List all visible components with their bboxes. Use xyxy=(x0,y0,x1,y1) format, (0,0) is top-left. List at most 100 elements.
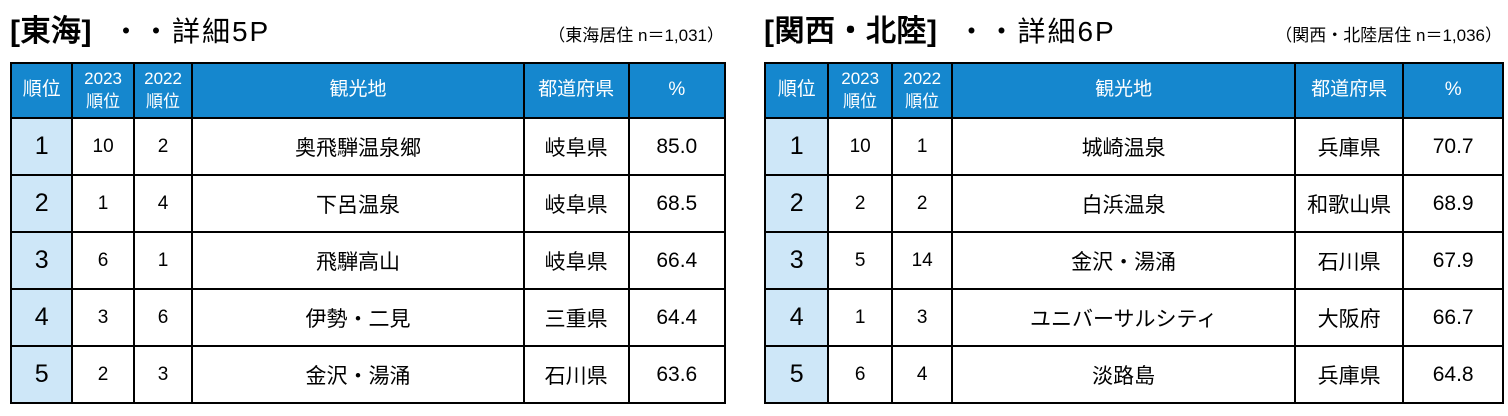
sample-size-note: （関西・北陸居住 n＝1,036） xyxy=(1275,26,1502,45)
table-row: 4 1 3 ユニバーサルシティ 大阪府 66.7 xyxy=(763,288,1504,347)
table-row: 2 2 2 白浜温泉 和歌山県 68.9 xyxy=(763,174,1504,233)
prefecture-cell: 岐阜県 xyxy=(522,117,630,176)
table-row: 5 6 4 淡路島 兵庫県 64.8 xyxy=(763,345,1504,404)
header-rank: 順位 xyxy=(763,62,830,119)
panel-title-row: [関西・北陸] ・・詳細6P （関西・北陸居住 n＝1,036） xyxy=(764,6,1504,52)
table-row: 1 10 2 奥飛騨温泉郷 岐阜県 85.0 xyxy=(9,117,727,176)
rank-cell: 2 xyxy=(763,174,830,233)
rank-2023-cell: 2 xyxy=(71,345,135,404)
rank-cell: 1 xyxy=(763,117,830,176)
rank-2023-cell: 6 xyxy=(71,231,135,290)
rank-2023-cell: 1 xyxy=(827,288,893,347)
rank-2023-cell: 5 xyxy=(827,231,893,290)
header-percent: % xyxy=(1402,62,1504,119)
percent-cell: 66.4 xyxy=(627,231,727,290)
rank-2023-cell: 6 xyxy=(827,345,893,404)
header-rank: 順位 xyxy=(9,62,74,119)
spot-cell: 飛騨高山 xyxy=(191,231,525,290)
rank-2023-cell: 10 xyxy=(71,117,135,176)
spot-cell: 淡路島 xyxy=(951,345,1296,404)
prefecture-cell: 石川県 xyxy=(1293,231,1405,290)
rank-2022-cell: 14 xyxy=(890,231,954,290)
rank-2023-cell: 2 xyxy=(827,174,893,233)
header-spot: 観光地 xyxy=(191,62,525,119)
percent-cell: 85.0 xyxy=(627,117,727,176)
prefecture-cell: 石川県 xyxy=(522,345,630,404)
header-rank-2023-year: 2023 xyxy=(841,68,880,88)
rank-2022-cell: 3 xyxy=(890,288,954,347)
header-rank-2022: 2022 順位 xyxy=(890,62,954,119)
rank-2022-cell: 2 xyxy=(132,117,194,176)
percent-cell: 64.8 xyxy=(1402,345,1504,404)
spot-cell: 白浜温泉 xyxy=(951,174,1296,233)
header-row: 順位 2023 順位 2022 順位 観光地 都道府県 % xyxy=(763,62,1504,119)
header-prefecture: 都道府県 xyxy=(1293,62,1405,119)
panel-kansai-hokuriku: [関西・北陸] ・・詳細6P （関西・北陸居住 n＝1,036） 順位 2023… xyxy=(763,6,1504,404)
header-rank-2023-label: 順位 xyxy=(843,91,878,111)
prefecture-cell: 兵庫県 xyxy=(1293,117,1405,176)
header-percent: % xyxy=(627,62,727,119)
prefecture-cell: 兵庫県 xyxy=(1293,345,1405,404)
table-row: 3 5 14 金沢・湯涌 石川県 67.9 xyxy=(763,231,1504,290)
rank-cell: 4 xyxy=(9,288,74,347)
table-row: 4 3 6 伊勢・二見 三重県 64.4 xyxy=(9,288,727,347)
rank-cell: 1 xyxy=(9,117,74,176)
header-spot: 観光地 xyxy=(951,62,1296,119)
percent-cell: 64.4 xyxy=(627,288,727,347)
table-row: 5 2 3 金沢・湯涌 石川県 63.6 xyxy=(9,345,727,404)
prefecture-cell: 和歌山県 xyxy=(1293,174,1405,233)
rank-2023-cell: 10 xyxy=(827,117,893,176)
percent-cell: 68.5 xyxy=(627,174,727,233)
header-row: 順位 2023 順位 2022 順位 観光地 都道府県 % xyxy=(9,62,727,119)
rank-cell: 3 xyxy=(9,231,74,290)
header-rank-2023: 2023 順位 xyxy=(71,62,135,119)
spot-cell: 金沢・湯涌 xyxy=(191,345,525,404)
spot-cell: 城崎温泉 xyxy=(951,117,1296,176)
ranking-table-tokai: 順位 2023 順位 2022 順位 観光地 都道府県 % 1 10 2 奥飛騨… xyxy=(9,62,727,404)
rank-2023-cell: 1 xyxy=(71,174,135,233)
panel-title-row: [東海] ・・詳細5P （東海居住 n＝1,031） xyxy=(10,6,726,52)
rank-cell: 5 xyxy=(9,345,74,404)
rank-2022-cell: 2 xyxy=(890,174,954,233)
prefecture-cell: 三重県 xyxy=(522,288,630,347)
percent-cell: 68.9 xyxy=(1402,174,1504,233)
region-title: [関西・北陸] xyxy=(764,15,938,48)
header-rank-2022: 2022 順位 xyxy=(132,62,194,119)
rank-2023-cell: 3 xyxy=(71,288,135,347)
sample-size-note: （東海居住 n＝1,031） xyxy=(548,26,724,45)
percent-cell: 66.7 xyxy=(1402,288,1504,347)
rank-2022-cell: 1 xyxy=(890,117,954,176)
prefecture-cell: 岐阜県 xyxy=(522,174,630,233)
spot-cell: 伊勢・二見 xyxy=(191,288,525,347)
rank-2022-cell: 4 xyxy=(132,174,194,233)
rank-2022-cell: 1 xyxy=(132,231,194,290)
panel-tokai: [東海] ・・詳細5P （東海居住 n＝1,031） 順位 2023 順位 20… xyxy=(9,6,727,404)
rank-2022-cell: 3 xyxy=(132,345,194,404)
spot-cell: 下呂温泉 xyxy=(191,174,525,233)
spot-cell: 金沢・湯涌 xyxy=(951,231,1296,290)
prefecture-cell: 岐阜県 xyxy=(522,231,630,290)
table-row: 3 6 1 飛騨高山 岐阜県 66.4 xyxy=(9,231,727,290)
rank-2022-cell: 4 xyxy=(890,345,954,404)
percent-cell: 63.6 xyxy=(627,345,727,404)
header-rank-2022-label: 順位 xyxy=(146,91,181,111)
table-row: 2 1 4 下呂温泉 岐阜県 68.5 xyxy=(9,174,727,233)
header-rank-2022-year: 2022 xyxy=(144,68,182,88)
percent-cell: 70.7 xyxy=(1402,117,1504,176)
ranking-table-kansai-hokuriku: 順位 2023 順位 2022 順位 観光地 都道府県 % 1 10 1 城崎温… xyxy=(763,62,1504,404)
rank-cell: 4 xyxy=(763,288,830,347)
region-title: [東海] xyxy=(10,15,92,48)
rank-2022-cell: 6 xyxy=(132,288,194,347)
table-row: 1 10 1 城崎温泉 兵庫県 70.7 xyxy=(763,117,1504,176)
header-rank-2022-label: 順位 xyxy=(905,91,940,111)
percent-cell: 67.9 xyxy=(1402,231,1504,290)
spot-cell: ユニバーサルシティ xyxy=(951,288,1296,347)
header-rank-2023: 2023 順位 xyxy=(827,62,893,119)
header-rank-2023-label: 順位 xyxy=(86,91,121,111)
header-prefecture: 都道府県 xyxy=(522,62,630,119)
spot-cell: 奥飛騨温泉郷 xyxy=(191,117,525,176)
rank-cell: 3 xyxy=(763,231,830,290)
detail-page-label: ・・詳細6P xyxy=(957,16,1116,47)
rank-cell: 2 xyxy=(9,174,74,233)
rank-cell: 5 xyxy=(763,345,830,404)
